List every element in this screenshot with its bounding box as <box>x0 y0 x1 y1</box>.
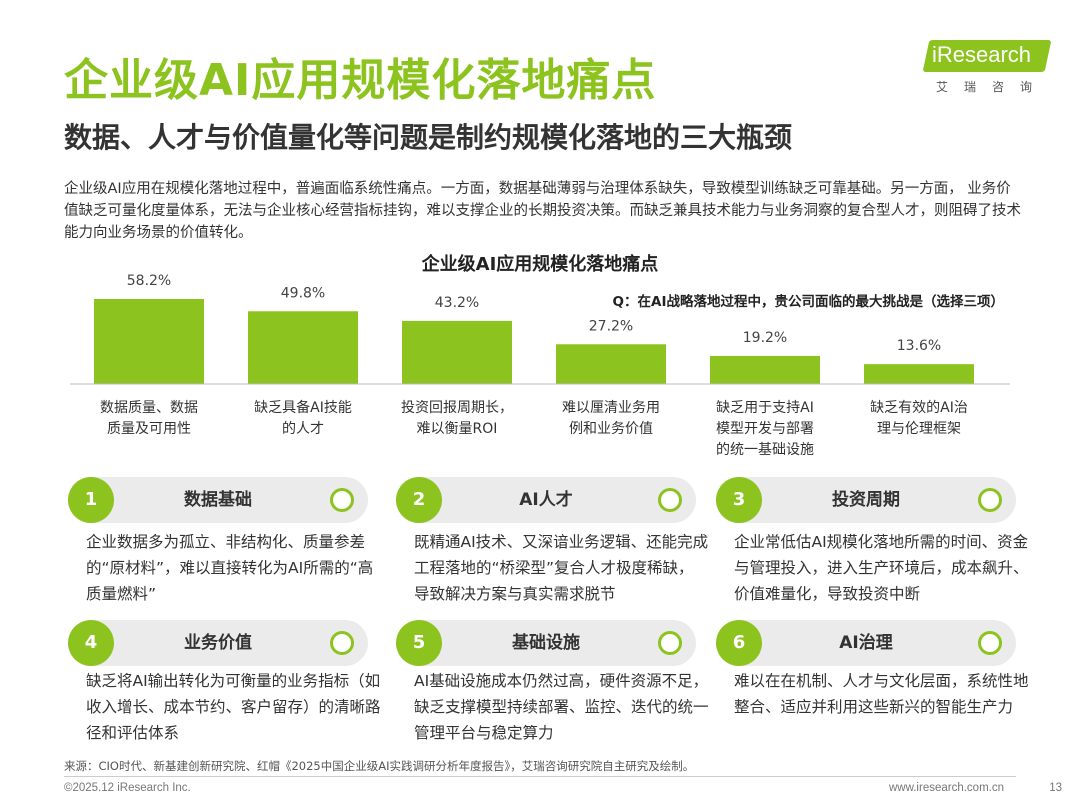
bar-value-label-4: 27.2% <box>589 318 633 334</box>
card-description-2: 既精通AI技术、又深谙业务逻辑、还能完成工程落地的“桥梁型”复合人才极度稀缺，导… <box>414 533 709 603</box>
bar-value-label-1: 58.2% <box>127 273 171 289</box>
category-label-line: 投资回报周期长， <box>401 400 513 416</box>
copyright: ©2025.12 iResearch Inc. <box>64 782 191 794</box>
ring-icon <box>330 631 354 655</box>
logo-subtitle: 艾瑞咨询 <box>936 80 1049 94</box>
card-title: 基础设施 <box>512 633 580 653</box>
ring-icon <box>330 488 354 512</box>
category-label-line: 模型开发与部署 <box>716 421 814 437</box>
card-title: 投资周期 <box>832 490 900 510</box>
bar-6 <box>864 364 974 384</box>
page-title: 企业级AI应用规模化落地痛点 <box>64 55 657 106</box>
category-label-line: 理与伦理框架 <box>877 421 961 437</box>
ring-icon <box>978 631 1002 655</box>
category-label-1: 数据质量、数据 质量及可用性 <box>84 398 214 440</box>
website-url: www.iresearch.com.cn <box>888 782 1004 794</box>
card-description-1: 企业数据多为孤立、非结构化、质量参差的“原材料”，难以直接转化为AI所需的“高质… <box>86 533 374 603</box>
bar-value-label-3: 43.2% <box>435 295 479 311</box>
ring-icon <box>658 631 682 655</box>
bar-value-label-5: 19.2% <box>743 330 787 346</box>
category-label-line: 数据质量、数据 <box>100 400 198 416</box>
logo-brand: iResearch <box>932 42 1032 67</box>
card-description-3: 企业常低估AI规模化落地所需的时间、资金与管理投入，进入生产环境后，成本飙升、价… <box>734 533 1029 603</box>
category-label-line: 的统一基础设施 <box>716 442 814 458</box>
category-label-line: 缺乏具备AI技能 <box>254 400 352 416</box>
card-title: 业务价值 <box>184 633 252 653</box>
bar-5 <box>710 355 820 384</box>
category-label-line: 质量及可用性 <box>107 421 191 437</box>
footer-divider <box>64 776 1016 777</box>
category-label-3: 投资回报周期长， 难以衡量ROI <box>392 398 522 440</box>
card-header-6: 6 AI治理 <box>716 620 1016 666</box>
bar-value-label-2: 49.8% <box>281 285 325 301</box>
ring-icon <box>658 488 682 512</box>
category-label-line: 缺乏用于支持AI <box>716 400 814 416</box>
category-label-line: 的人才 <box>282 421 324 437</box>
bar-2 <box>248 311 358 384</box>
card-header-3: 3 投资周期 <box>716 477 1016 523</box>
card-number-badge: 3 <box>716 477 762 523</box>
card-title: 数据基础 <box>184 490 252 510</box>
card-title: AI人才 <box>519 490 573 510</box>
bar-value-label-6: 13.6% <box>897 338 941 354</box>
card-description-4: 缺乏将AI输出转化为可衡量的业务指标（如收入增长、成本节约、客户留存）的清晰路径… <box>86 672 381 742</box>
card-header-4: 4 业务价值 <box>68 620 368 666</box>
bar-4 <box>556 344 666 384</box>
intro-paragraph: 企业级AI应用在规模化落地过程中，普遍面临系统性痛点。一方面，数据基础薄弱与治理… <box>64 181 1021 241</box>
card-title: AI治理 <box>839 633 893 653</box>
card-header-5: 5 基础设施 <box>396 620 696 666</box>
iresearch-logo: iResearch 艾瑞咨询 <box>922 40 1054 100</box>
card-number-badge: 5 <box>396 620 442 666</box>
source-note: 来源：CIO时代、新基建创新研究院、红帽《2025中国企业级AI实践调研分析年度… <box>64 759 695 773</box>
card-header-2: 2 AI人才 <box>396 477 696 523</box>
category-label-6: 缺乏有效的AI治 理与伦理框架 <box>854 398 984 440</box>
bar-3 <box>402 320 512 384</box>
bar-chart: 58.2% 49.8% 43.2% 27.2% 19.2% 13.6% <box>70 273 1010 385</box>
category-label-line: 缺乏有效的AI治 <box>870 400 968 416</box>
category-label-line: 难以厘清业务用 <box>562 400 660 416</box>
card-number-badge: 6 <box>716 620 762 666</box>
chart-title: 企业级AI应用规模化落地痛点 <box>421 254 659 275</box>
category-label-line: 难以衡量ROI <box>416 421 498 437</box>
ring-icon <box>978 488 1002 512</box>
card-description-6: 难以在在机制、人才与文化层面，系统性地整合、适应并利用这些新兴的智能生产力 <box>734 672 1029 716</box>
category-label-5: 缺乏用于支持AI 模型开发与部署 的统一基础设施 <box>700 398 830 461</box>
card-number-badge: 4 <box>68 620 114 666</box>
category-label-2: 缺乏具备AI技能 的人才 <box>238 398 368 440</box>
category-label-4: 难以厘清业务用 例和业务价值 <box>546 398 676 440</box>
category-label-line: 例和业务价值 <box>569 421 653 437</box>
card-description-5: AI基础设施成本仍然过高，硬件资源不足，缺乏支撑模型持续部署、监控、迭代的统一管… <box>414 672 709 742</box>
page-subtitle: 数据、人才与价值量化等问题是制约规模化落地的三大瓶颈 <box>64 121 793 154</box>
bar-1 <box>94 299 204 384</box>
card-header-1: 1 数据基础 <box>68 477 368 523</box>
card-number-badge: 2 <box>396 477 442 523</box>
chart-question: Q：在AI战略落地过程中，贵公司面临的最大挑战是（选择三项） <box>612 294 1004 310</box>
page-number: 13 <box>1049 782 1062 794</box>
card-number-badge: 1 <box>68 477 114 523</box>
